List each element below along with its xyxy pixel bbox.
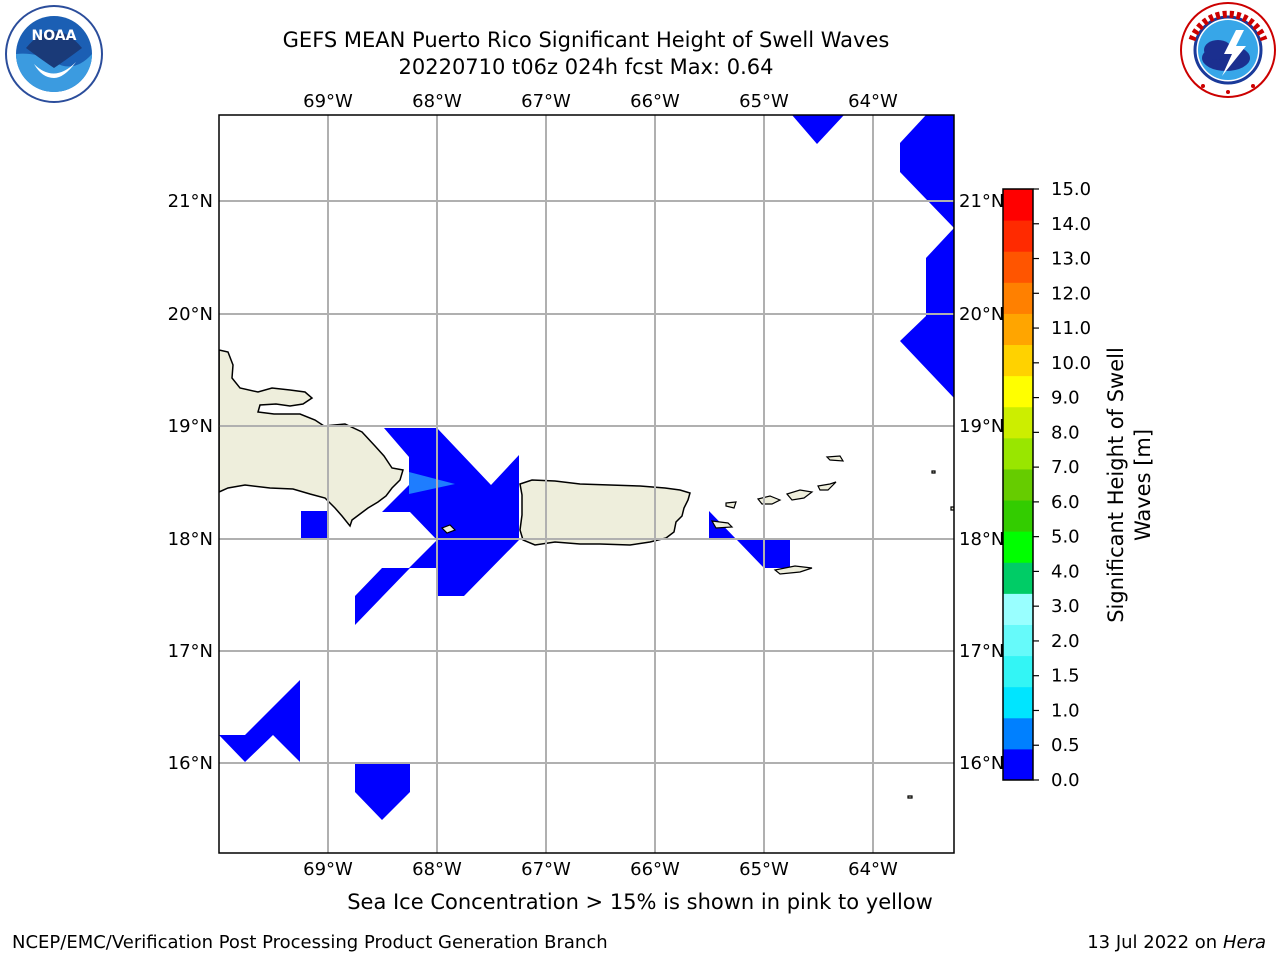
lat-label-right: 21°N <box>959 191 1004 212</box>
colorbar-swatch <box>1003 686 1033 719</box>
lon-label-top: 66°W <box>630 91 680 112</box>
colorbar-swatch <box>1003 468 1033 501</box>
lon-label-bottom: 67°W <box>521 859 571 880</box>
swell-fill-vi <box>709 511 790 568</box>
lat-label-right: 18°N <box>959 529 1004 550</box>
colorbar-swatch <box>1003 344 1033 377</box>
footer-branch: NCEP/EMC/Verification Post Processing Pr… <box>12 932 608 953</box>
colorbar-tick-label: 1.5 <box>1051 666 1080 687</box>
colorbar-tick-label: 13.0 <box>1051 249 1091 270</box>
footer-date-text: 13 Jul 2022 on <box>1087 932 1223 953</box>
colorbar-tick-label: 5.0 <box>1051 527 1080 548</box>
lat-label-left: 19°N <box>168 416 213 437</box>
lon-label-top: 67°W <box>521 91 571 112</box>
colorbar: 0.0 0.5 1.0 1.5 2.0 3.0 4.0 5.0 6.0 7.0 8.0 9.0 10.0… <box>1002 179 1091 791</box>
footer-machine: Hera <box>1222 932 1266 953</box>
colorbar-swatch <box>1003 313 1033 346</box>
footer-date: 13 Jul 2022 on Hera <box>1087 932 1266 953</box>
colorbar-tick-label: 15.0 <box>1051 179 1091 200</box>
colorbar-swatch <box>1003 624 1033 657</box>
colorbar-swatch <box>1003 717 1033 750</box>
colorbar-tick-label: 3.0 <box>1051 596 1080 617</box>
colorbar-tick-label: 9.0 <box>1051 388 1080 409</box>
colorbar-tick-label: 2.0 <box>1051 631 1080 652</box>
hispaniola-land <box>219 349 404 528</box>
noaa-logo-text: NOAA <box>32 28 77 44</box>
colorbar-swatch <box>1003 406 1033 439</box>
noaa-logo: NOAA <box>5 5 103 103</box>
colorbar-tick-label: 12.0 <box>1051 283 1091 304</box>
colorbar-swatch <box>1003 593 1033 625</box>
colorbar-swatch <box>1003 500 1033 532</box>
colorbar-swatch <box>1003 531 1033 563</box>
colorbar-swatch <box>1003 375 1033 408</box>
graticule <box>219 115 954 853</box>
colorbar-swatch <box>1003 282 1033 314</box>
colorbar-label-line2: Waves [m] <box>1131 429 1155 541</box>
colorbar-tick-label: 0.0 <box>1051 770 1080 791</box>
lon-label-bottom: 66°W <box>630 859 680 880</box>
colorbar-tick-label: 8.0 <box>1051 422 1080 443</box>
lat-label-right: 16°N <box>959 753 1004 774</box>
lon-label-bottom: 69°W <box>303 859 353 880</box>
swell-fill-light <box>409 472 455 494</box>
lat-label-left: 20°N <box>168 304 213 325</box>
colorbar-swatch <box>1003 251 1033 283</box>
map-frame <box>218 114 955 854</box>
colorbar-swatch <box>1003 437 1033 470</box>
map-subtitle: 20220710 t06z 024h fcst Max: 0.64 <box>398 55 774 79</box>
colorbar-frame <box>1002 188 1034 781</box>
lon-label-bottom: 64°W <box>848 859 898 880</box>
colorbar-swatch <box>1003 189 1033 221</box>
swell-fill-ne-right <box>900 115 954 228</box>
map-title: GEFS MEAN Puerto Rico Significant Height… <box>282 28 890 52</box>
lon-label-bottom: 65°W <box>739 859 789 880</box>
lat-label-right: 20°N <box>959 304 1004 325</box>
lon-label-top: 69°W <box>303 91 353 112</box>
lon-label-top: 65°W <box>739 91 789 112</box>
lon-label-bottom: 68°W <box>412 859 462 880</box>
lat-label-left: 21°N <box>168 191 213 212</box>
lat-label-left: 17°N <box>168 641 213 662</box>
colorbar-tick-label: 14.0 <box>1051 214 1091 235</box>
sea-ice-caption: Sea Ice Concentration > 15% is shown in … <box>347 890 933 914</box>
lat-label-right: 19°N <box>959 416 1004 437</box>
lon-label-top: 64°W <box>848 91 898 112</box>
colorbar-tick-label: 1.0 <box>1051 700 1080 721</box>
colorbar-tick-label: 10.0 <box>1051 353 1091 374</box>
colorbar-tick-label: 7.0 <box>1051 457 1080 478</box>
colorbar-tick-label: 4.0 <box>1051 561 1080 582</box>
colorbar-swatch <box>1003 220 1033 252</box>
nws-logo <box>1180 2 1276 98</box>
lon-label-top: 68°W <box>412 91 462 112</box>
colorbar-swatch <box>1003 655 1033 688</box>
puerto-rico-land <box>519 479 691 546</box>
colorbar-swatch <box>1003 748 1033 781</box>
colorbar-tick-label: 0.5 <box>1051 735 1080 756</box>
lat-label-right: 17°N <box>959 641 1004 662</box>
colorbar-swatch <box>1003 562 1033 594</box>
lat-label-left: 18°N <box>168 529 213 550</box>
lat-label-left: 16°N <box>168 753 213 774</box>
colorbar-tick-label: 11.0 <box>1051 318 1091 339</box>
swell-fill-small-box <box>301 511 328 540</box>
colorbar-label-line1: Significant Height of Swell <box>1104 347 1128 623</box>
colorbar-tick-label: 6.0 <box>1051 492 1080 513</box>
swell-fill-south <box>355 764 410 820</box>
swell-fill-mona <box>219 428 519 762</box>
swell-fill-ne-top <box>792 115 844 144</box>
